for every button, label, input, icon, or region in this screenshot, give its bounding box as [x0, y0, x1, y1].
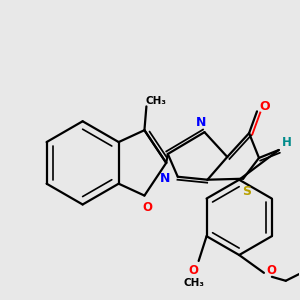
Text: CH₃: CH₃	[183, 278, 204, 288]
Text: N: N	[196, 116, 207, 129]
Text: O: O	[142, 201, 152, 214]
Text: CH₃: CH₃	[146, 97, 167, 106]
Text: O: O	[189, 264, 199, 278]
Text: O: O	[260, 100, 270, 113]
Text: O: O	[267, 264, 277, 278]
Text: H: H	[282, 136, 292, 148]
Text: S: S	[243, 185, 252, 198]
Text: N: N	[160, 172, 170, 185]
